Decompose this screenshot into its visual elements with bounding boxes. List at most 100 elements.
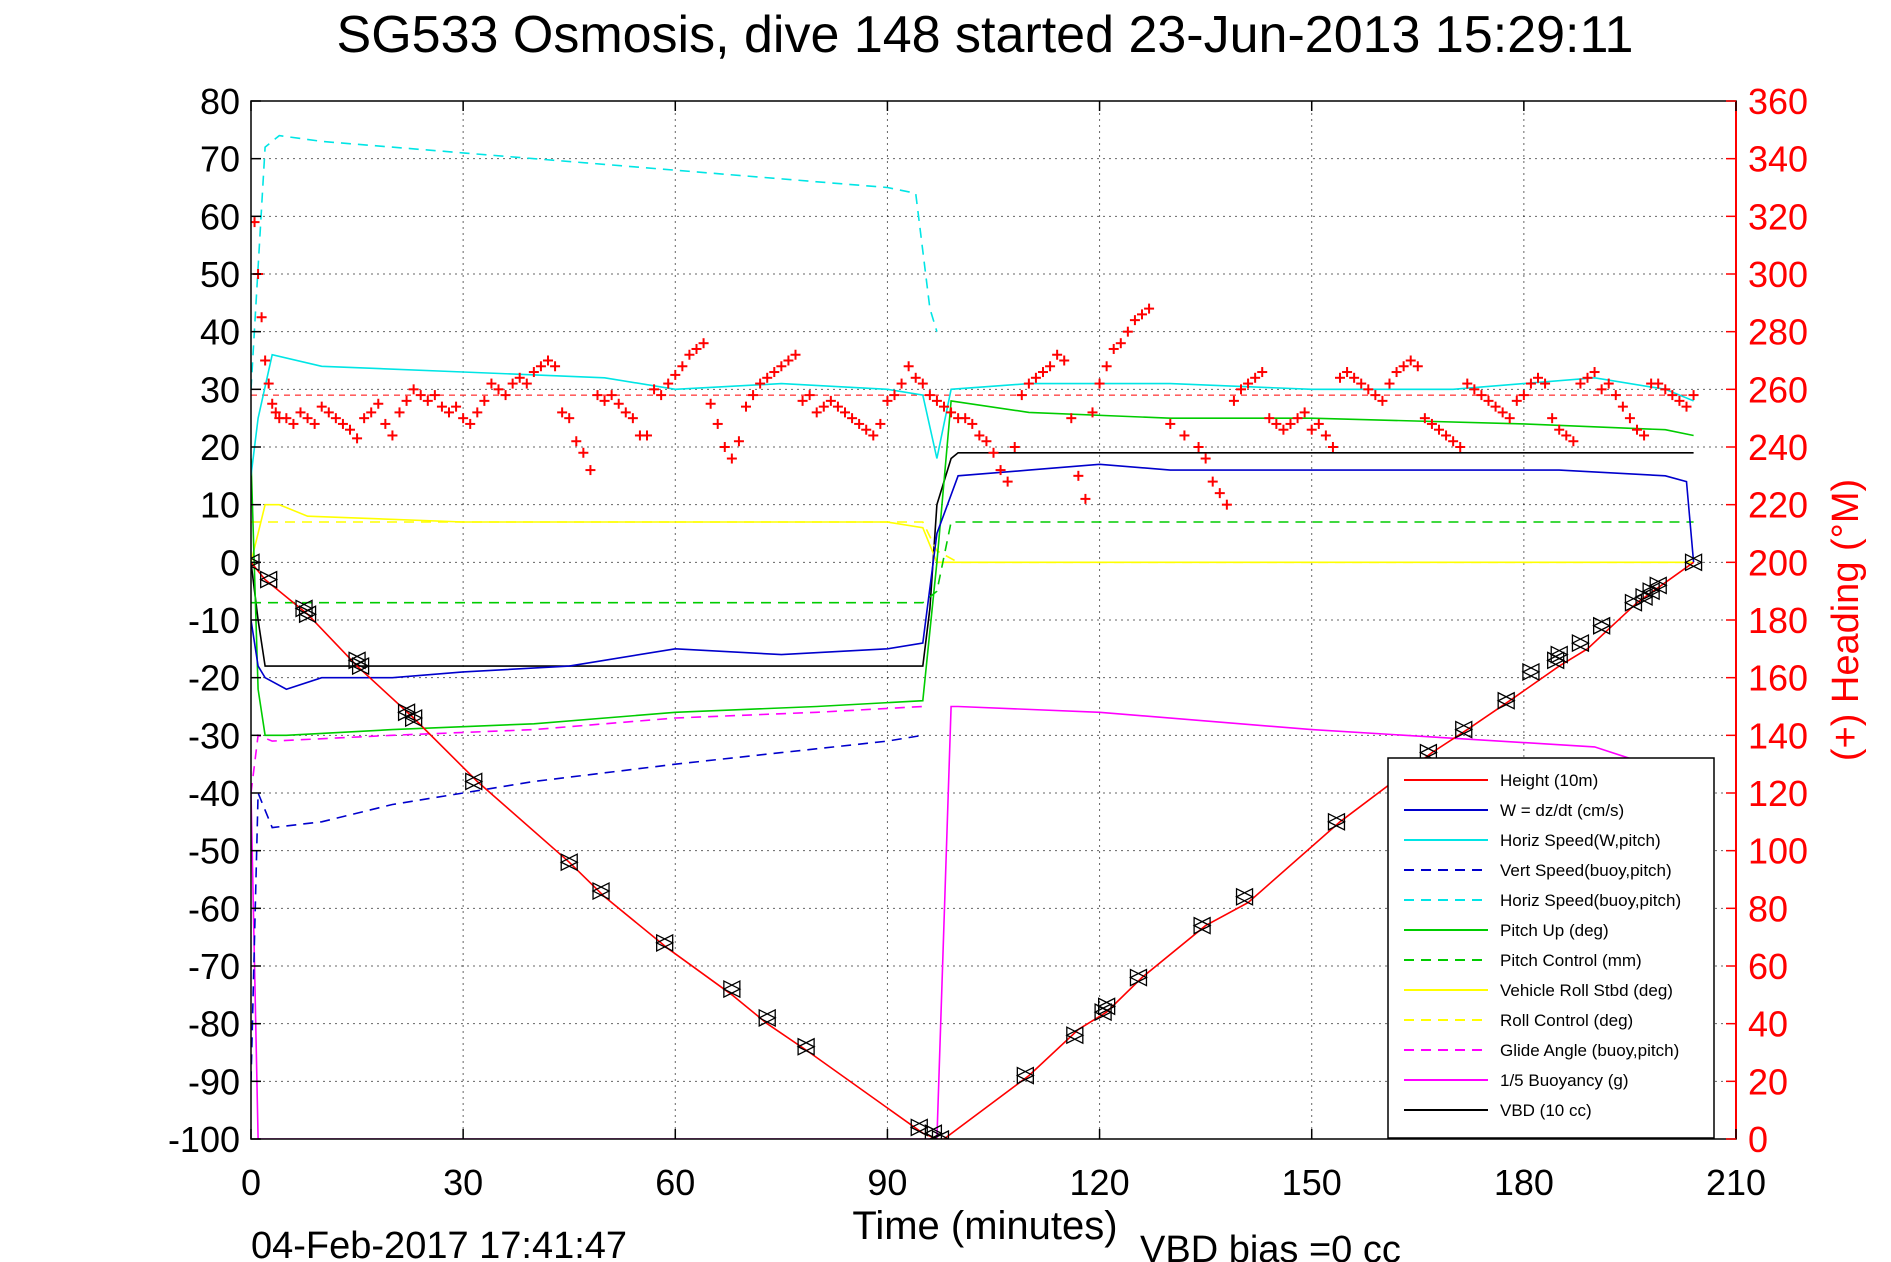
heading-marker bbox=[429, 390, 440, 401]
heading-marker bbox=[1667, 390, 1678, 401]
heading-marker bbox=[500, 390, 511, 401]
heading-marker bbox=[1306, 424, 1317, 435]
series-line-pitch-up-deg bbox=[251, 399, 1694, 737]
heading-marker bbox=[309, 418, 320, 429]
heading-marker bbox=[790, 349, 801, 360]
heading-marker bbox=[1419, 413, 1430, 424]
heading-marker bbox=[1490, 401, 1501, 412]
heading-marker bbox=[486, 378, 497, 389]
chart-title: SG533 Osmosis, dive 148 started 23-Jun-2… bbox=[337, 6, 1634, 64]
heading-marker bbox=[256, 312, 267, 323]
heading-marker bbox=[1243, 378, 1254, 389]
y-tick-label: -50 bbox=[188, 831, 240, 872]
depth-marker bbox=[1549, 645, 1569, 664]
depth-marker bbox=[1592, 616, 1612, 635]
y-tick-label: -30 bbox=[188, 715, 240, 756]
heading-marker bbox=[1228, 395, 1239, 406]
y2-tick-label: 320 bbox=[1748, 196, 1808, 237]
x-tick-label: 60 bbox=[655, 1162, 695, 1203]
heading-marker bbox=[797, 395, 808, 406]
heading-marker bbox=[514, 372, 525, 383]
heading-marker bbox=[535, 361, 546, 372]
depth-marker bbox=[923, 1124, 943, 1139]
y2-tick-label: 20 bbox=[1748, 1061, 1788, 1102]
heading-marker bbox=[896, 378, 907, 389]
heading-marker bbox=[613, 398, 624, 409]
y-tick-label: -10 bbox=[188, 600, 240, 641]
heading-marker bbox=[748, 390, 759, 401]
heading-marker bbox=[550, 361, 561, 372]
y-tick-label: -80 bbox=[188, 1004, 240, 1045]
heading-marker bbox=[1525, 378, 1536, 389]
y-tick-label: -70 bbox=[188, 946, 240, 987]
heading-marker bbox=[967, 418, 978, 429]
heading-marker bbox=[1547, 413, 1558, 424]
heading-marker bbox=[1434, 424, 1444, 435]
heading-marker bbox=[1129, 315, 1140, 326]
depth-marker bbox=[1015, 1066, 1035, 1085]
heading-marker bbox=[783, 355, 794, 366]
heading-marker bbox=[1320, 430, 1331, 441]
heading-marker bbox=[1639, 430, 1650, 441]
depth-marker bbox=[1641, 582, 1661, 601]
heading-marker bbox=[543, 355, 553, 366]
heading-marker bbox=[1511, 395, 1522, 406]
heading-marker bbox=[825, 395, 836, 406]
heading-marker bbox=[847, 413, 858, 424]
x-tick-label: 180 bbox=[1494, 1162, 1554, 1203]
series-line-w-dz-dt-cm-s bbox=[251, 463, 1695, 691]
depth-marker bbox=[404, 708, 424, 728]
legend-box bbox=[1387, 757, 1715, 1139]
heading-marker bbox=[436, 401, 447, 412]
heading-marker bbox=[1335, 372, 1345, 383]
heading-marker bbox=[1327, 442, 1338, 452]
series-line-horiz-speed-w-pitch bbox=[251, 353, 1694, 476]
heading-marker bbox=[578, 447, 589, 458]
heading-marker bbox=[1052, 349, 1063, 360]
heading-marker bbox=[472, 407, 483, 418]
heading-marker bbox=[903, 361, 914, 372]
heading-marker bbox=[1575, 378, 1586, 389]
y2-tick-label: 340 bbox=[1748, 139, 1808, 180]
depth-marker bbox=[1235, 887, 1254, 906]
heading-marker bbox=[263, 378, 274, 389]
timestamp-label: 04-Feb-2017 17:41:47 bbox=[251, 1225, 627, 1262]
y2-tick-label: 80 bbox=[1748, 888, 1788, 929]
heading-marker bbox=[1342, 367, 1353, 378]
series-line-height-10m bbox=[251, 561, 1695, 1139]
heading-marker bbox=[719, 442, 730, 452]
heading-marker bbox=[571, 436, 582, 447]
heading-marker bbox=[1002, 476, 1013, 487]
heading-marker bbox=[1441, 430, 1452, 441]
heading-marker bbox=[1405, 355, 1416, 366]
heading-marker bbox=[1179, 430, 1190, 441]
heading-marker bbox=[316, 401, 327, 412]
heading-marker bbox=[359, 413, 370, 424]
heading-marker bbox=[656, 390, 667, 401]
heading-marker bbox=[663, 378, 674, 389]
heading-marker bbox=[1653, 378, 1664, 389]
y-tick-label: 30 bbox=[200, 369, 240, 410]
legend-entry-label: Pitch Up (deg) bbox=[1500, 921, 1609, 940]
y-tick-label: -40 bbox=[188, 773, 240, 814]
legend-entry-label: Glide Angle (buoy,pitch) bbox=[1500, 1041, 1679, 1060]
y-tick-label: 70 bbox=[200, 139, 240, 180]
heading-marker bbox=[1030, 372, 1041, 383]
series-line-vehicle-roll-stbd-deg bbox=[251, 503, 1694, 564]
heading-marker bbox=[521, 378, 532, 389]
heading-marker bbox=[910, 372, 921, 383]
heading-marker bbox=[627, 413, 638, 424]
heading-marker bbox=[698, 338, 709, 349]
heading-marker bbox=[670, 369, 681, 380]
depth-marker bbox=[1418, 743, 1438, 762]
heading-marker bbox=[1101, 361, 1112, 372]
depth-marker bbox=[1521, 662, 1541, 681]
depth-marker bbox=[796, 1037, 816, 1056]
heading-marker bbox=[939, 401, 949, 412]
heading-marker bbox=[288, 418, 299, 429]
y-tick-label: 50 bbox=[200, 254, 240, 295]
legend-entry-label: VBD (10 cc) bbox=[1500, 1101, 1592, 1120]
heading-marker bbox=[270, 407, 281, 418]
y-tick-label: -100 bbox=[168, 1119, 240, 1160]
heading-marker bbox=[1384, 378, 1395, 389]
